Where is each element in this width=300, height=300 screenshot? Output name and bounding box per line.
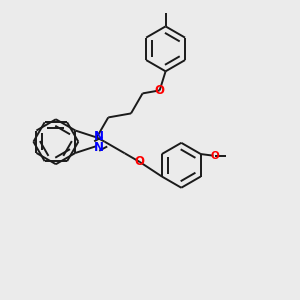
Text: O: O [154, 84, 165, 97]
Text: O: O [135, 155, 145, 169]
Text: N: N [94, 130, 104, 143]
Text: O: O [210, 151, 219, 161]
Text: N: N [94, 140, 104, 154]
